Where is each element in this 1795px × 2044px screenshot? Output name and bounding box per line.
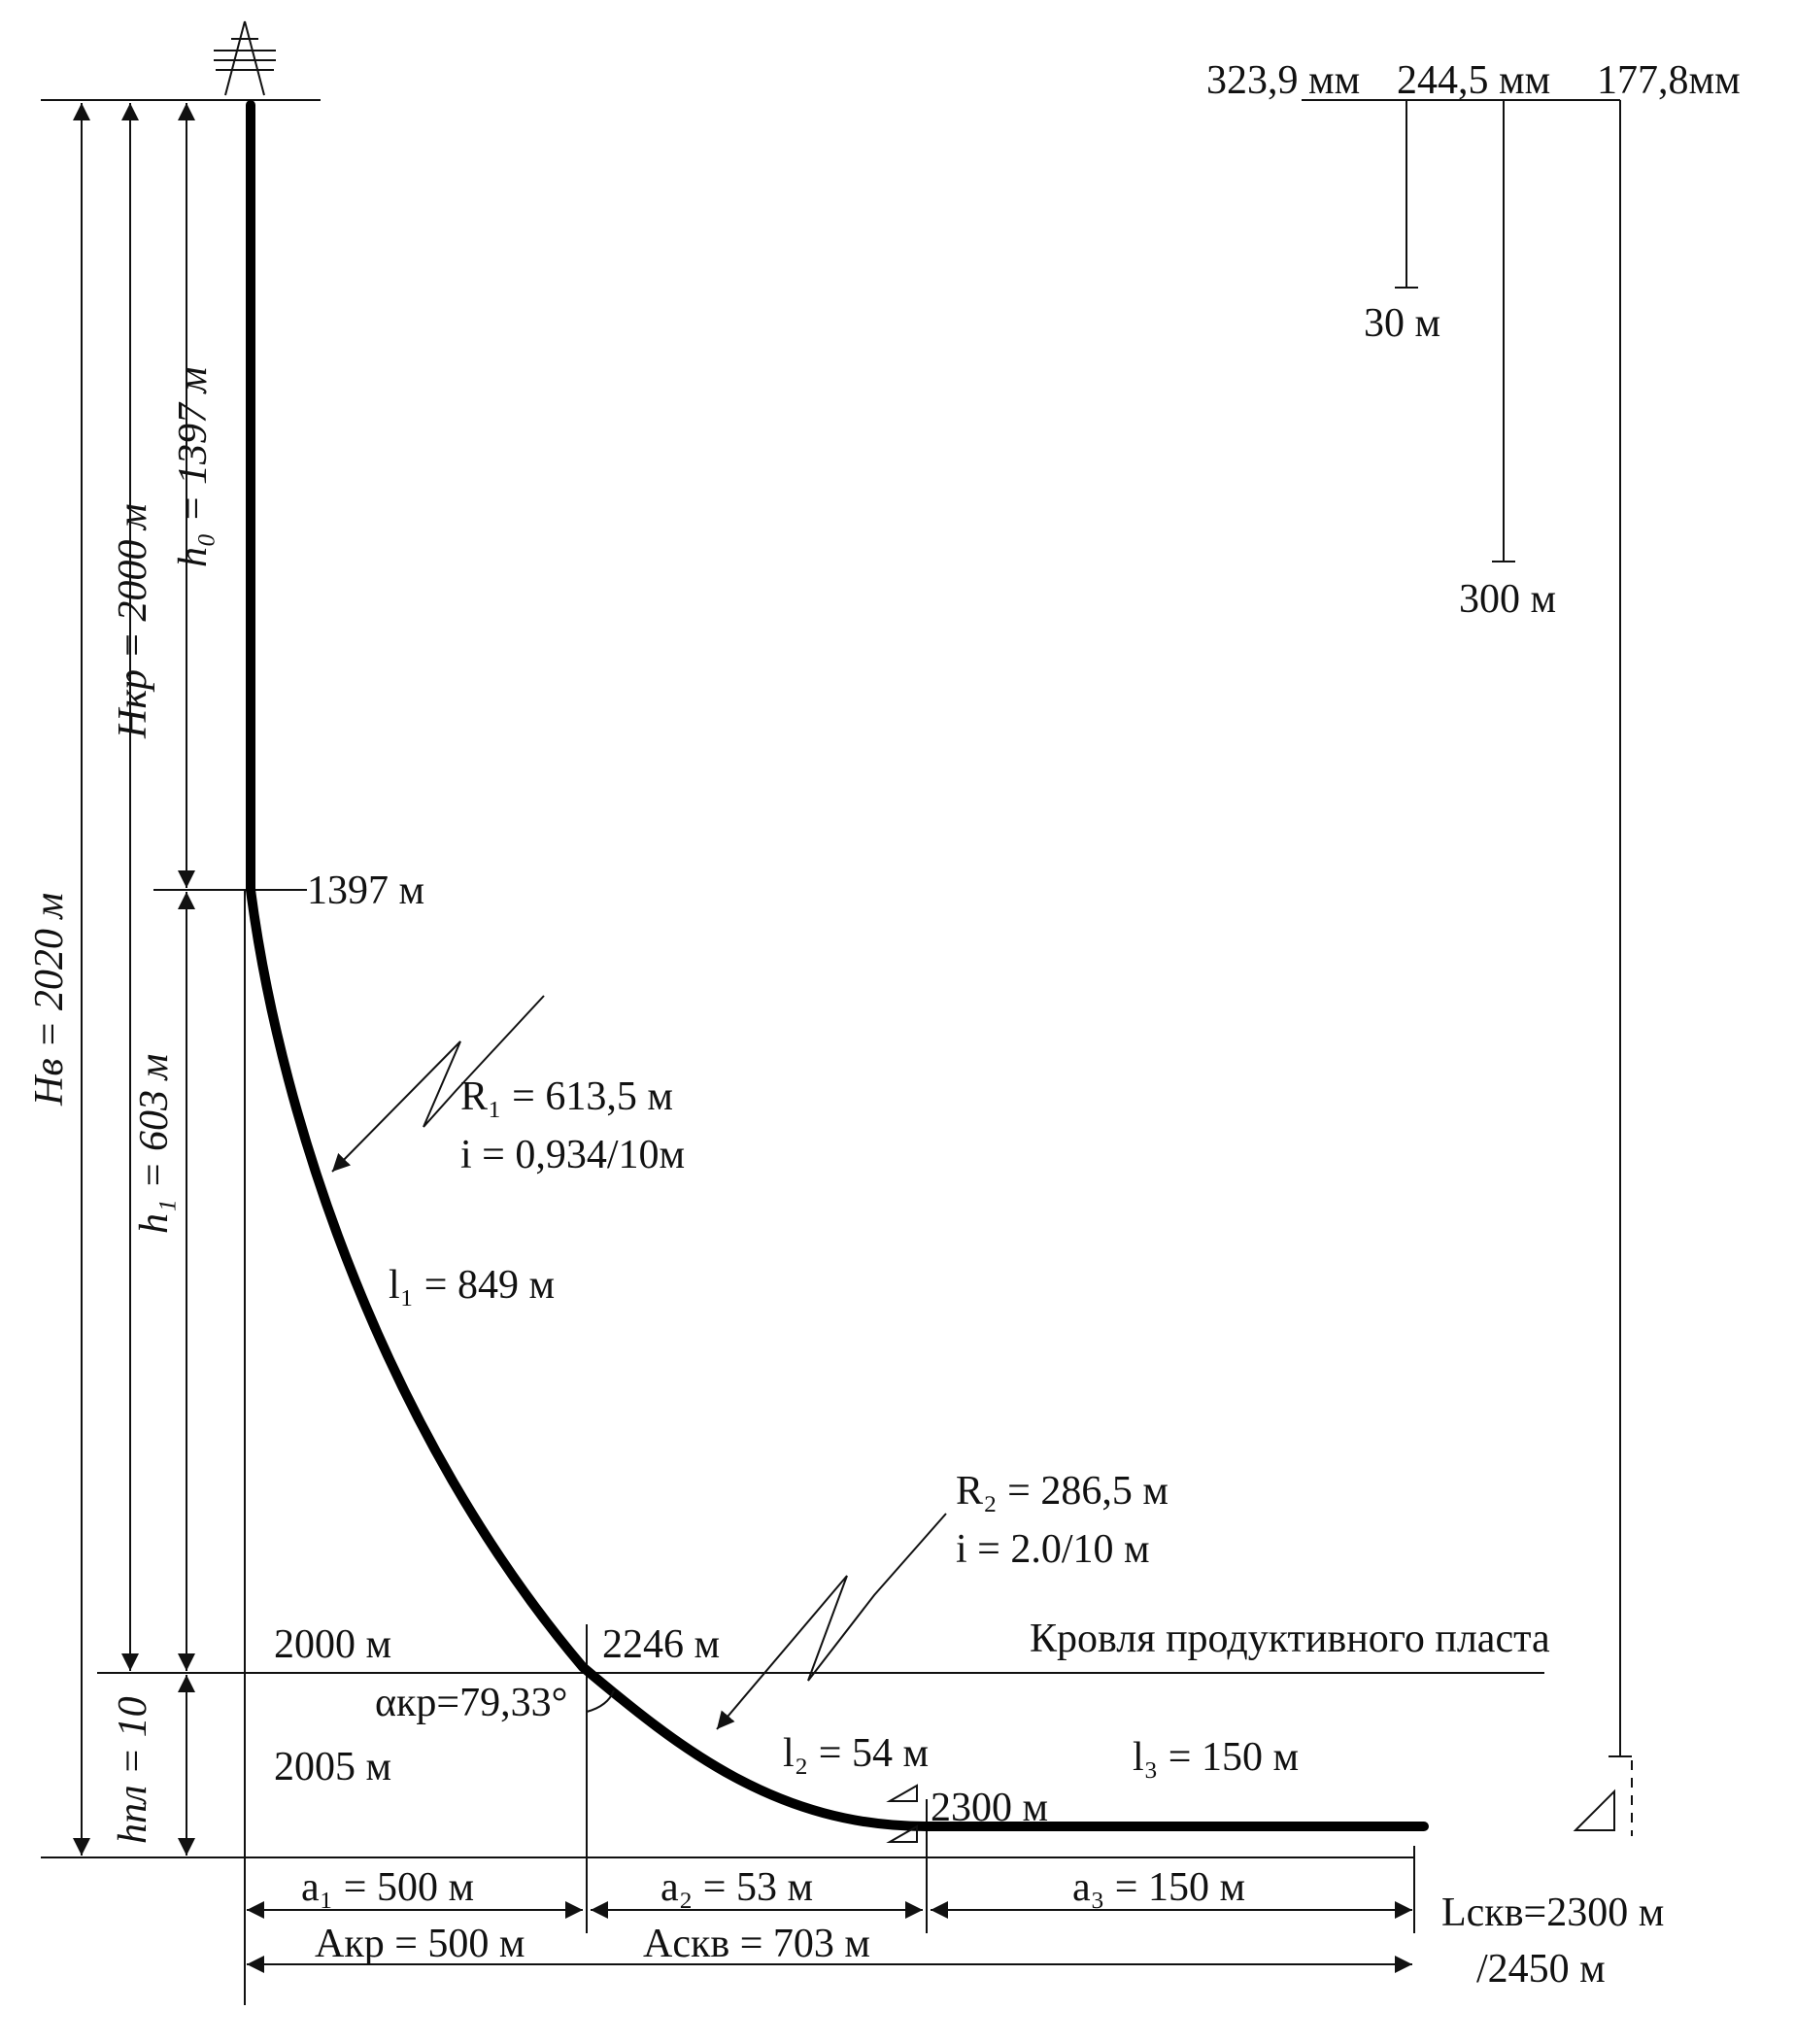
well-trajectory: [246, 100, 1429, 1831]
lskv-label-2: /2450 м: [1476, 1947, 1606, 1992]
vertical-guides: [244, 890, 1415, 2005]
alpha-label: αкр=79,33°: [375, 1681, 567, 1725]
h0-label: h₀ = 1397 м: [171, 367, 216, 567]
angle-arc: [586, 1689, 615, 1713]
a2-label: a₂ = 53 м: [660, 1865, 813, 1910]
triangle-marker-icon: [1573, 1788, 1615, 1831]
depth-2005-label: 2005 м: [274, 1745, 391, 1789]
r2-label: R₂ = 286,5 м: [956, 1469, 1168, 1514]
horizontal-dimension-lines: [247, 1901, 1412, 1973]
a1-label: a₁ = 500 м: [301, 1865, 474, 1910]
formation-roof-label: Кровля продуктивного пласта: [1030, 1617, 1550, 1661]
depth-1397-label: 1397 м: [307, 869, 424, 913]
casing-depth-30-label: 30 м: [1364, 301, 1440, 346]
triangle-marker-icon: [886, 1784, 918, 1802]
i1-label: i = 0,934/10м: [460, 1133, 685, 1177]
r1-label: R₁ = 613,5 м: [460, 1074, 673, 1119]
hv-label: Hв = 2020 м: [27, 893, 72, 1107]
casing-d3-label: 177,8мм: [1597, 58, 1741, 103]
h1-label: h₁ = 603 м: [132, 1054, 177, 1234]
casing-d2-label: 244,5 мм: [1397, 58, 1550, 103]
depth-2000-label: 2000 м: [274, 1622, 391, 1667]
hkr-label: Hкр = 2000 м: [111, 503, 155, 739]
l1-label: l₁ = 849 м: [389, 1263, 555, 1308]
casing-scheme: [1302, 99, 1633, 1836]
triangle-marker-icon: [886, 1824, 918, 1843]
akr-label: Aкр = 500 м: [315, 1922, 525, 1966]
l3-label: l₃ = 150 м: [1133, 1735, 1299, 1780]
depth-2246-label: 2246 м: [602, 1622, 720, 1667]
a3-label: a₃ = 150 м: [1072, 1865, 1245, 1910]
l2-label: l₂ = 54 м: [783, 1731, 929, 1776]
casing-d1-label: 323,9 мм: [1206, 58, 1360, 103]
callout-leader-r1: [331, 995, 545, 1173]
lskv-label-1: Lскв=2300 м: [1441, 1891, 1664, 1935]
hpl-label: hпл = 10: [111, 1696, 155, 1844]
callout-leader-r2: [716, 1513, 947, 1730]
depth-dimension-lines: [73, 103, 195, 1856]
derrick-icon: [214, 20, 276, 96]
askv-label: Aскв = 703 м: [643, 1922, 870, 1966]
i2-label: i = 2.0/10 м: [956, 1527, 1150, 1572]
depth-2300-label: 2300 м: [931, 1786, 1048, 1830]
casing-depth-300-label: 300 м: [1459, 577, 1556, 622]
